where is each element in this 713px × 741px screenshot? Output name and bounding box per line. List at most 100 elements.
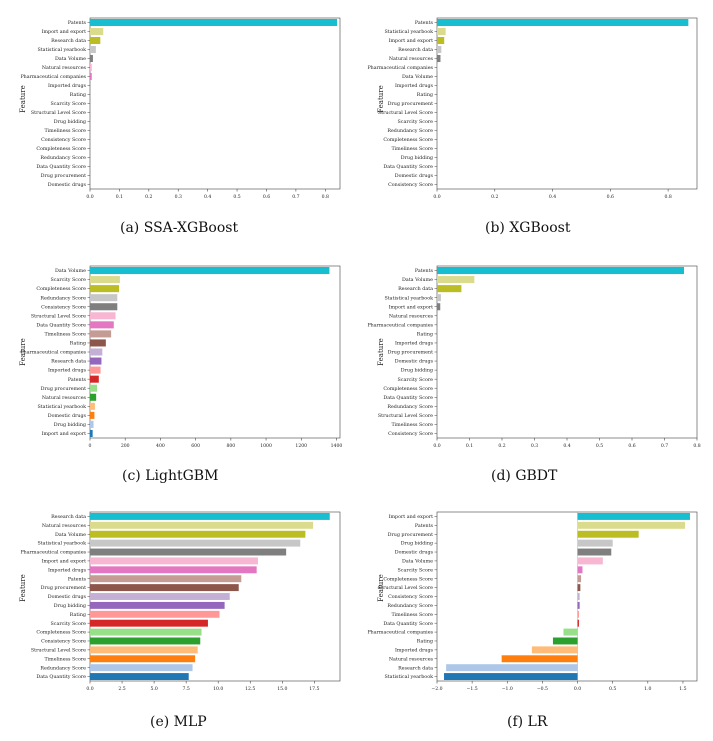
category-label: Consistency Score [388,431,433,437]
category-label: Import and export [42,431,86,437]
bar [437,294,441,302]
category-label: Drug procurement [41,386,86,392]
x-tick-label: 0.6 [263,194,270,200]
category-label: Structural Level Score [31,313,86,319]
bar [577,566,583,574]
category-label: Drug procurement [388,532,433,538]
category-label: Consistency Score [388,182,433,188]
category-label: Pharmaceutical companies [367,630,433,636]
category-label: Drug bidding [54,603,86,609]
x-tick-label: 0 [89,443,92,449]
caption-b: (b) XGBoost [485,220,571,236]
category-label: Redundancy Score [40,155,86,161]
category-label: Natural resources [42,65,87,71]
category-label: Scarcity Score [50,277,86,283]
bar [577,512,690,520]
bar [90,36,101,45]
bar [90,637,201,645]
bar [90,18,338,27]
category-label: Drug bidding [401,368,433,374]
category-label: Research data [51,359,86,365]
x-tick-label: 0.2 [145,194,152,200]
bar [90,610,220,618]
bar [90,312,116,320]
chart-f: −2.0 −1.5 −1.0 −0.5 0.0 0.5 1.0 1.5 Import and e… [367,511,698,692]
category-label: Natural resources [389,656,434,662]
panel-e: 0.0 2.5 5.0 7.5 10.0 12.5 15.0 17.5 Research dat… [0,496,356,741]
category-label: Data Volume [402,277,433,283]
category-label: Completeness Score [383,137,433,143]
x-tick-label: 600 [191,443,200,449]
category-label: Drug procurement [41,173,86,179]
category-label: Timeliness Score [44,128,86,134]
x-tick-label: 0.8 [664,194,671,200]
x-tick-label: 0.7 [661,443,668,449]
x-tick-label: 0.5 [596,443,603,449]
category-label: Consistency Score [41,639,86,645]
x-tick-label: 0.3 [175,194,182,200]
x-tick-label: 0.0 [433,194,440,200]
x-tick-label: 0.6 [607,194,614,200]
bar [90,303,118,311]
bar [531,646,578,654]
category-label: Import and export [389,514,433,520]
category-label: Completeness Score [36,630,86,636]
category-label: Import and export [389,38,433,44]
panel-c: 0 200 400 600 800 1000 1200 1400 Data Volume Scar… [0,250,356,495]
bar [90,601,225,609]
category-label: Consistency Score [41,304,86,310]
category-label: Rating [417,92,433,98]
bar [437,63,438,72]
bar [437,303,441,311]
category-label: Imported drugs [48,83,87,89]
bar [90,548,287,556]
category-label: Redundancy Score [40,295,86,301]
category-label: Scarcity Score [397,567,433,573]
bar [90,375,99,383]
panel-f: −2.0 −1.5 −1.0 −0.5 0.0 0.5 1.0 1.5 Import and e… [357,496,713,741]
bar [437,27,446,36]
category-label: Import and export [42,559,86,565]
category-label: Redundancy Score [387,404,433,410]
bar [577,530,639,538]
bar [90,628,202,636]
bar [90,619,208,627]
category-label: Timeliness Score [44,331,86,337]
x-tick-label: 0.8 [693,443,700,449]
category-label: Imported drugs [48,368,87,374]
chart-e: 0.0 2.5 5.0 7.5 10.0 12.5 15.0 17.5 Research dat… [20,511,341,692]
bar [577,619,579,627]
bar [446,664,578,672]
category-label: Domestic drugs [395,550,434,556]
category-label: Natural resources [42,523,87,529]
category-label: Structural Level Score [31,647,86,653]
x-tick-label: 2.5 [118,686,125,692]
category-label: Redundancy Score [40,665,86,671]
bar [90,366,101,374]
category-label: Consistency Score [388,594,433,600]
bar [90,72,92,81]
x-tick-label: 800 [226,443,235,449]
category-label: Patents [68,576,87,582]
category-label: Pharmaceutical companies [20,74,86,80]
bar [577,601,580,609]
bar [90,27,104,36]
category-label: Statistical yearbook [37,47,86,53]
bar [90,557,258,565]
ylabel-e: Feature [19,574,27,602]
category-label: Domestic drugs [395,359,434,365]
x-tick-label: 0.6 [628,443,635,449]
x-tick-label: 0.1 [116,194,123,200]
bar [90,575,242,583]
category-label: Rating [70,92,86,98]
category-label: Completeness Score [36,146,86,152]
category-label: Pharmaceutical companies [367,65,433,71]
x-tick-label: −1.0 [502,686,513,692]
category-label: Research data [51,38,86,44]
category-label: Drug procurement [388,350,433,356]
category-label: Statistical yearbook [384,29,433,35]
bar [437,54,441,63]
category-label: Data Quantity Score [383,164,433,170]
x-tick-label: 0.4 [549,194,556,200]
bar [90,54,93,63]
